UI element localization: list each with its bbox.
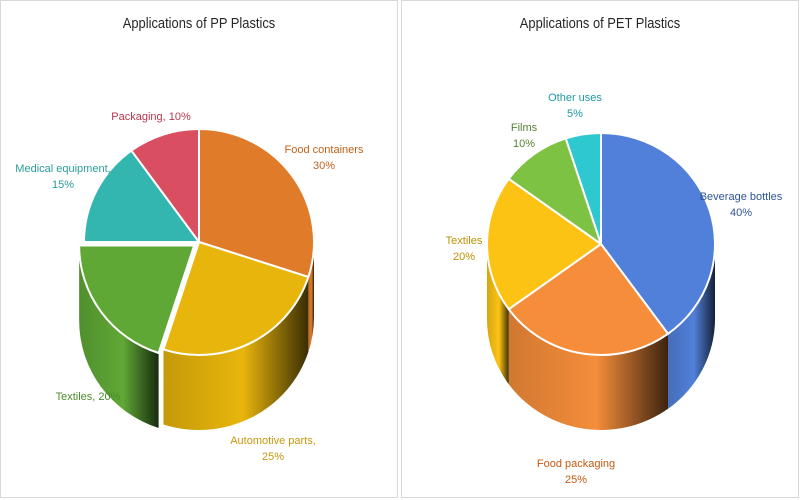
pet-side-beverage-bottles [668, 244, 715, 409]
pet-slices [486, 132, 716, 356]
label-line: Textiles [446, 235, 483, 247]
pp-slice-packaging [130, 128, 200, 243]
pp-side-textiles [79, 245, 159, 428]
pp-slice-medical-equipment [83, 149, 200, 243]
pp-chart-panel: Applications of PP Plastics Food contain… [0, 0, 398, 498]
pet-label-films: Films 10% [511, 122, 538, 150]
label-line: Food containers [285, 144, 364, 156]
label-line: Other uses [548, 92, 602, 104]
label-line: Beverage bottles [700, 191, 783, 203]
label-line: 15% [52, 179, 74, 191]
pet-chart-title: Applications of PET Plastics [519, 15, 681, 32]
label-line: 30% [313, 160, 335, 172]
pp-data-labels: Food containers 30% Automotive parts, 25% Te… [15, 111, 364, 463]
label-line: Medical equipment, [15, 163, 110, 175]
pp-label-medical-equipment: Medical equipment, 15% [15, 163, 110, 191]
pp-slice-textiles [78, 244, 196, 354]
pet-label-beverage-bottles: Beverage bottles 40% [700, 191, 783, 219]
pet-data-labels: Beverage bottles 40% Food packaging 25% Text… [446, 92, 783, 486]
pp-label-food-containers: Food containers 30% [285, 144, 364, 172]
label-line: 40% [730, 207, 752, 219]
pp-label-automotive-parts: Automotive parts, 25% [230, 435, 316, 463]
label-line: 25% [262, 451, 284, 463]
pet-label-other-uses: Other uses 5% [548, 92, 602, 120]
pet-slice-other-uses [564, 132, 602, 245]
pet-slice-films [507, 137, 602, 245]
pet-label-textiles: Textiles 20% [446, 235, 483, 263]
label-line: Textiles, 20% [56, 391, 121, 403]
pp-side-food-containers [308, 242, 314, 352]
label-line: Films [511, 122, 538, 134]
pp-chart-title: Applications of PP Plastics [122, 15, 276, 32]
pet-slice-food-packaging [507, 243, 670, 356]
label-line: Packaging, 10% [111, 111, 191, 123]
pp-slice-automotive-parts [162, 241, 310, 356]
pet-chart-panel: Applications of PET Plastics Beverage bo… [401, 0, 799, 498]
pet-slice-beverage-bottles [600, 132, 716, 335]
pet-label-food-packaging: Food packaging 25% [537, 458, 615, 486]
pp-side-walls [79, 242, 314, 430]
label-line: 10% [513, 138, 535, 150]
pp-label-packaging: Packaging, 10% [111, 111, 191, 123]
pp-side-automotive-parts [163, 276, 309, 430]
label-line: 5% [567, 108, 583, 120]
pp-pie-chart: Food containers 30% Automotive parts, 25% Te… [15, 111, 364, 463]
pp-slice-food-containers [198, 128, 315, 278]
pet-slice-textiles [486, 177, 602, 311]
label-line: Food packaging [537, 458, 615, 470]
label-line: Automotive parts, [230, 435, 316, 447]
label-line: 25% [565, 474, 587, 486]
pp-label-textiles: Textiles, 20% [56, 391, 121, 403]
pet-pie-chart: Beverage bottles 40% Food packaging 25% Text… [446, 92, 783, 486]
pp-slices [78, 128, 315, 356]
label-line: 20% [453, 251, 475, 263]
pet-side-food-packaging [508, 309, 669, 430]
